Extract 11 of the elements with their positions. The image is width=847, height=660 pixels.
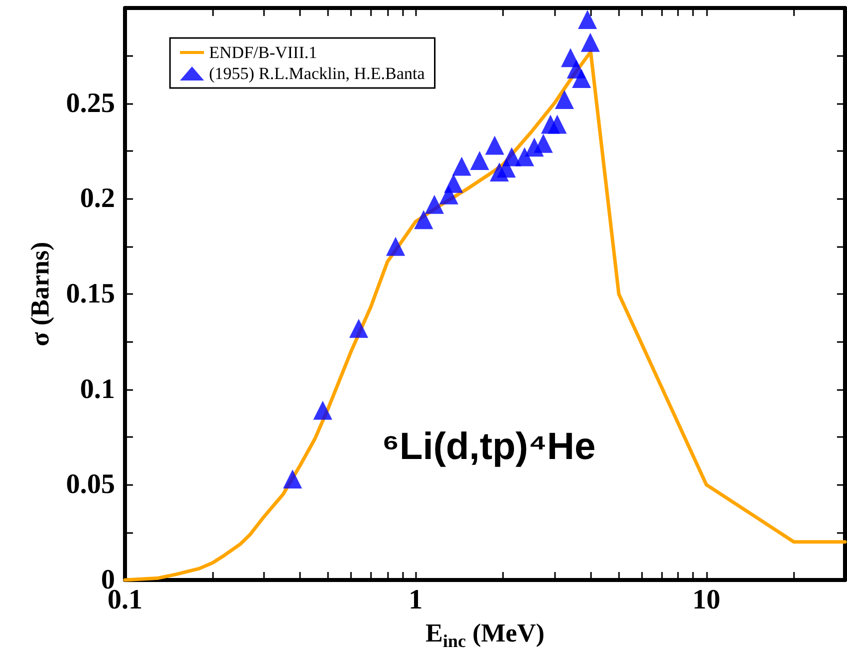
y-tick-label: 0.2	[80, 183, 115, 214]
legend-label: ENDF/B-VIII.1	[209, 43, 318, 62]
y-tick-label: 0.1	[80, 374, 115, 405]
y-tick-label: 0.05	[66, 469, 115, 500]
y-tick-label: 0.15	[66, 278, 115, 310]
x-tick-label: 10	[692, 584, 720, 616]
y-tick-label: 0.25	[66, 88, 115, 119]
x-tick-label: 1	[408, 584, 423, 616]
y-axis-title: σ (Barns)	[26, 242, 54, 346]
annotation: ⁶Li(d,tp)⁴He	[382, 426, 596, 468]
legend-label: (1955) R.L.Macklin, H.E.Banta	[209, 64, 426, 83]
